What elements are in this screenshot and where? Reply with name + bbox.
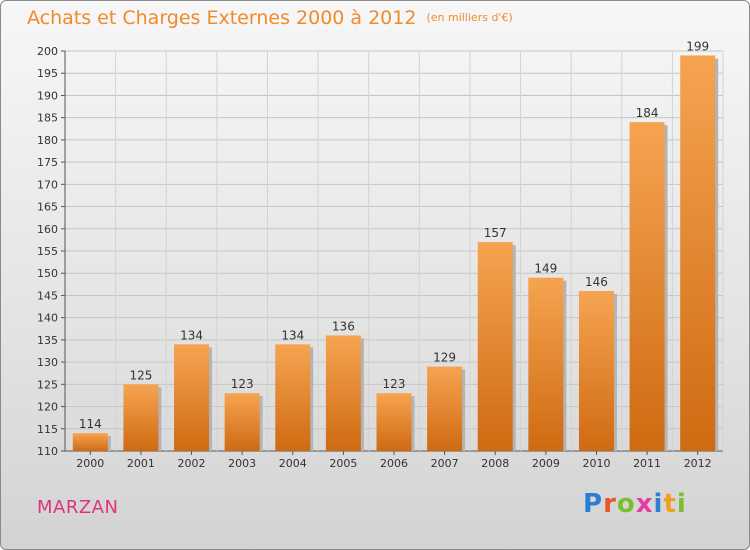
y-tick-label: 135 xyxy=(37,334,58,347)
y-tick-label: 195 xyxy=(37,67,58,80)
x-tick-label: 2006 xyxy=(380,457,408,470)
data-label: 157 xyxy=(484,226,507,240)
logo-letter: o xyxy=(616,489,636,519)
chart-title-main: Achats et Charges Externes 2000 à 2012 xyxy=(27,7,417,29)
data-label: 136 xyxy=(332,319,355,333)
data-label: 123 xyxy=(383,377,406,391)
bar-2011 xyxy=(629,122,665,451)
bar-2006 xyxy=(376,393,412,451)
x-tick-label: 2009 xyxy=(532,457,560,470)
bar-2008 xyxy=(477,242,513,451)
x-tick-label: 2010 xyxy=(582,457,610,470)
x-tick-label: 2005 xyxy=(329,457,357,470)
logo-letter: t xyxy=(663,489,677,519)
bar-2004 xyxy=(275,344,311,451)
logo-letter: r xyxy=(603,489,617,519)
x-tick-label: 2011 xyxy=(633,457,661,470)
data-label: 134 xyxy=(180,328,203,342)
y-tick-label: 185 xyxy=(37,112,58,125)
x-tick-label: 2004 xyxy=(279,457,307,470)
bar-2001 xyxy=(123,384,159,451)
y-tick-label: 120 xyxy=(37,401,58,414)
logo-letter: i xyxy=(653,489,664,519)
y-tick-label: 190 xyxy=(37,89,58,102)
data-label: 129 xyxy=(433,351,456,365)
bar-2000 xyxy=(72,433,108,451)
bar-2005 xyxy=(325,335,361,451)
data-label: 125 xyxy=(129,368,152,382)
bar-2002 xyxy=(174,344,210,451)
y-tick-label: 125 xyxy=(37,378,58,391)
y-tick-label: 130 xyxy=(37,356,58,369)
y-tick-label: 110 xyxy=(37,445,58,458)
x-tick-label: 2012 xyxy=(684,457,712,470)
x-tick-label: 2002 xyxy=(178,457,206,470)
y-tick-label: 175 xyxy=(37,156,58,169)
logo-letter: x xyxy=(635,489,654,519)
logo-letter: P xyxy=(583,489,604,519)
data-label: 199 xyxy=(686,39,709,53)
chart-title-unit: (en milliers d'€) xyxy=(426,11,513,24)
y-tick-label: 115 xyxy=(37,423,58,436)
y-tick-label: 145 xyxy=(37,289,58,302)
commune-name: MARZAN xyxy=(37,497,119,518)
chart-title: Achats et Charges Externes 2000 à 2012 (e… xyxy=(27,7,513,29)
y-tick-label: 160 xyxy=(37,223,58,236)
data-label: 149 xyxy=(534,262,557,276)
bar-2012 xyxy=(680,55,716,451)
data-label: 114 xyxy=(79,417,102,431)
x-tick-label: 2007 xyxy=(431,457,459,470)
data-label: 134 xyxy=(281,328,304,342)
y-tick-label: 180 xyxy=(37,134,58,147)
bar-2009 xyxy=(528,277,564,451)
bar-2003 xyxy=(224,393,260,451)
y-tick-label: 150 xyxy=(37,267,58,280)
y-tick-label: 170 xyxy=(37,178,58,191)
data-label: 146 xyxy=(585,275,608,289)
proxiti-logo: Proxiti xyxy=(583,489,687,519)
logo-letter: i xyxy=(676,489,687,519)
y-tick-label: 200 xyxy=(37,45,58,58)
x-tick-label: 2001 xyxy=(127,457,155,470)
x-tick-label: 2000 xyxy=(76,457,104,470)
bar-2010 xyxy=(578,291,614,451)
y-tick-label: 155 xyxy=(37,245,58,258)
y-tick-label: 165 xyxy=(37,201,58,214)
x-tick-label: 2008 xyxy=(481,457,509,470)
data-label: 184 xyxy=(636,106,659,120)
x-tick-label: 2003 xyxy=(228,457,256,470)
bar-2007 xyxy=(427,366,463,451)
y-tick-label: 140 xyxy=(37,312,58,325)
data-label: 123 xyxy=(231,377,254,391)
